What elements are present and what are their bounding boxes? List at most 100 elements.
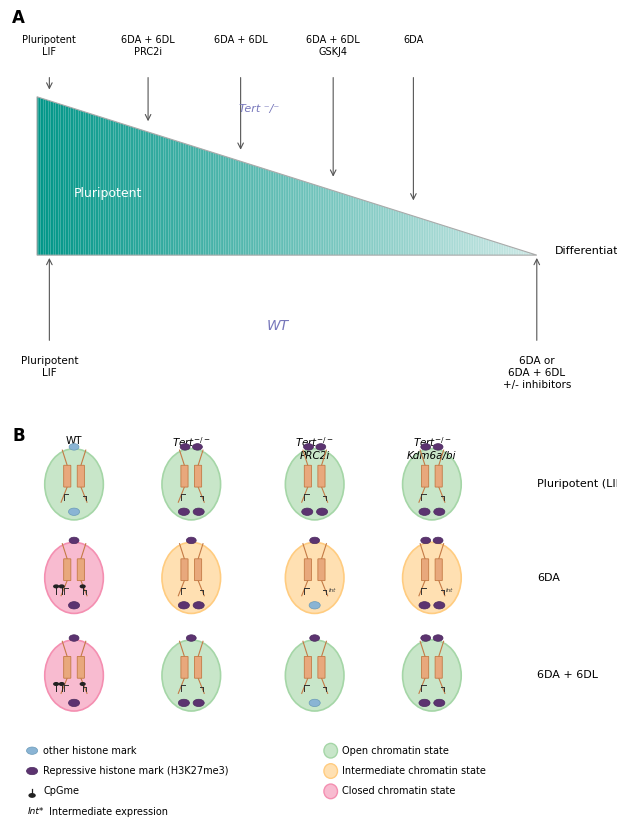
Circle shape [69,443,79,450]
Circle shape [419,699,430,706]
Polygon shape [468,233,470,255]
Ellipse shape [44,542,103,613]
Polygon shape [110,120,112,255]
Text: Int: Int [446,588,453,593]
Polygon shape [370,203,372,255]
Polygon shape [304,181,305,255]
Polygon shape [382,206,384,255]
Polygon shape [282,174,284,255]
Polygon shape [120,123,122,255]
Polygon shape [49,100,51,255]
Polygon shape [339,193,340,255]
Polygon shape [235,159,237,255]
Polygon shape [489,240,490,255]
Polygon shape [530,253,532,255]
Polygon shape [225,156,227,255]
Polygon shape [249,164,251,255]
Polygon shape [267,169,268,255]
Text: Intermediate expression: Intermediate expression [49,807,168,817]
Polygon shape [122,124,123,255]
Circle shape [178,602,189,609]
Text: Tert ⁻/⁻: Tert ⁻/⁻ [239,105,280,115]
Polygon shape [85,112,87,255]
Polygon shape [308,183,310,255]
Polygon shape [440,225,442,255]
FancyBboxPatch shape [421,466,429,487]
Polygon shape [334,191,335,255]
Polygon shape [318,186,320,255]
Polygon shape [72,108,73,255]
Polygon shape [189,144,190,255]
Text: 6DA: 6DA [537,573,560,583]
Polygon shape [473,235,475,255]
Polygon shape [395,210,397,255]
Polygon shape [534,254,535,255]
Polygon shape [294,178,296,255]
Polygon shape [175,140,177,255]
Polygon shape [170,139,172,255]
Circle shape [434,602,445,609]
Ellipse shape [324,784,337,798]
Polygon shape [37,97,39,255]
Polygon shape [107,119,109,255]
Polygon shape [167,138,168,255]
Polygon shape [177,141,179,255]
Circle shape [310,635,320,642]
Circle shape [59,682,65,686]
Polygon shape [287,176,289,255]
Polygon shape [344,194,346,255]
Polygon shape [227,157,229,255]
Polygon shape [112,120,114,255]
Polygon shape [358,198,360,255]
Polygon shape [425,220,427,255]
Circle shape [419,508,430,515]
Text: Repressive histone mark (H3K27me3): Repressive histone mark (H3K27me3) [43,766,229,776]
Text: 6DA + 6DL
GSKJ4: 6DA + 6DL GSKJ4 [306,35,360,56]
Polygon shape [373,203,375,255]
Polygon shape [217,154,218,255]
Polygon shape [230,158,232,255]
Polygon shape [65,105,67,255]
Polygon shape [532,253,534,255]
Polygon shape [42,99,44,255]
Circle shape [434,699,445,706]
Polygon shape [285,175,287,255]
Text: other histone mark: other histone mark [43,745,137,755]
Polygon shape [284,175,285,255]
Polygon shape [57,103,59,255]
Polygon shape [325,188,327,255]
Polygon shape [482,237,484,255]
Polygon shape [106,119,107,255]
Circle shape [433,443,443,450]
Ellipse shape [402,542,461,613]
Polygon shape [444,226,445,255]
Polygon shape [135,128,137,255]
Polygon shape [151,133,152,255]
Polygon shape [172,139,173,255]
Polygon shape [485,239,487,255]
Polygon shape [213,153,215,255]
Circle shape [302,508,313,515]
Polygon shape [404,213,405,255]
Polygon shape [337,192,339,255]
Circle shape [419,602,430,609]
Polygon shape [310,183,312,255]
Polygon shape [255,166,257,255]
Polygon shape [463,232,465,255]
Polygon shape [268,170,270,255]
Polygon shape [477,237,479,255]
Polygon shape [44,99,46,255]
Polygon shape [51,101,52,255]
Polygon shape [432,222,434,255]
Polygon shape [487,239,489,255]
Polygon shape [101,117,102,255]
Polygon shape [252,165,254,255]
Polygon shape [430,222,432,255]
Polygon shape [368,202,370,255]
Polygon shape [109,120,110,255]
Polygon shape [207,150,209,255]
Polygon shape [212,152,213,255]
Ellipse shape [162,542,221,613]
Polygon shape [305,182,307,255]
FancyBboxPatch shape [64,466,71,487]
